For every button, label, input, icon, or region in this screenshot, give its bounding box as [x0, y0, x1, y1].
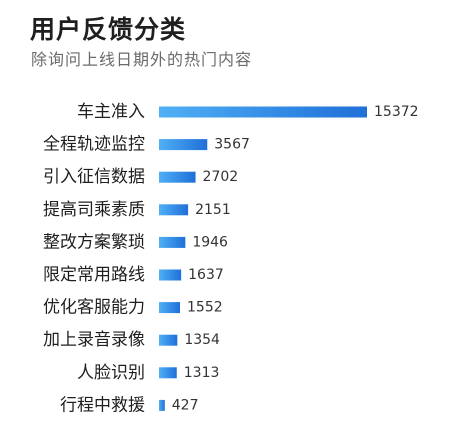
- value-label: 3567: [214, 137, 250, 153]
- category-label: 整改方案繁琐: [43, 232, 145, 252]
- bar: [159, 334, 178, 346]
- chart-title: 用户反馈分类: [30, 15, 187, 44]
- value-label: 2151: [195, 202, 231, 218]
- category-label: 优化客服能力: [43, 298, 145, 318]
- value-label: 1313: [184, 365, 220, 381]
- bar: [159, 269, 182, 281]
- bar: [159, 106, 367, 118]
- bar: [159, 302, 181, 314]
- category-label: 限定常用路线: [43, 265, 145, 285]
- bar: [159, 367, 177, 379]
- bars-layer: 车主准入 15372 全程轨迹监控 3567 引入征信数据 2702 提高司乘素质 2151 整…: [43, 102, 419, 415]
- value-label: 1354: [184, 332, 220, 348]
- category-label: 人脸识别: [77, 363, 145, 383]
- value-label: 2702: [203, 169, 239, 185]
- value-label: 1637: [188, 267, 224, 283]
- bar: [159, 236, 186, 248]
- value-label: 1552: [187, 300, 223, 316]
- category-label: 引入征信数据: [43, 167, 145, 187]
- bar: [159, 139, 208, 151]
- bar: [159, 171, 196, 183]
- category-label: 提高司乘素质: [43, 200, 145, 220]
- value-label: 427: [172, 397, 199, 413]
- bar: [159, 204, 189, 216]
- category-label: 车主准入: [77, 102, 145, 122]
- bar: [159, 399, 165, 411]
- chart-subtitle: 除询问上线日期外的热门内容: [31, 50, 253, 69]
- category-label: 行程中救援: [60, 395, 145, 415]
- category-label: 全程轨迹监控: [43, 135, 145, 155]
- value-label: 1946: [192, 234, 228, 250]
- value-label: 15372: [374, 104, 419, 120]
- category-label: 加上录音录像: [43, 330, 145, 350]
